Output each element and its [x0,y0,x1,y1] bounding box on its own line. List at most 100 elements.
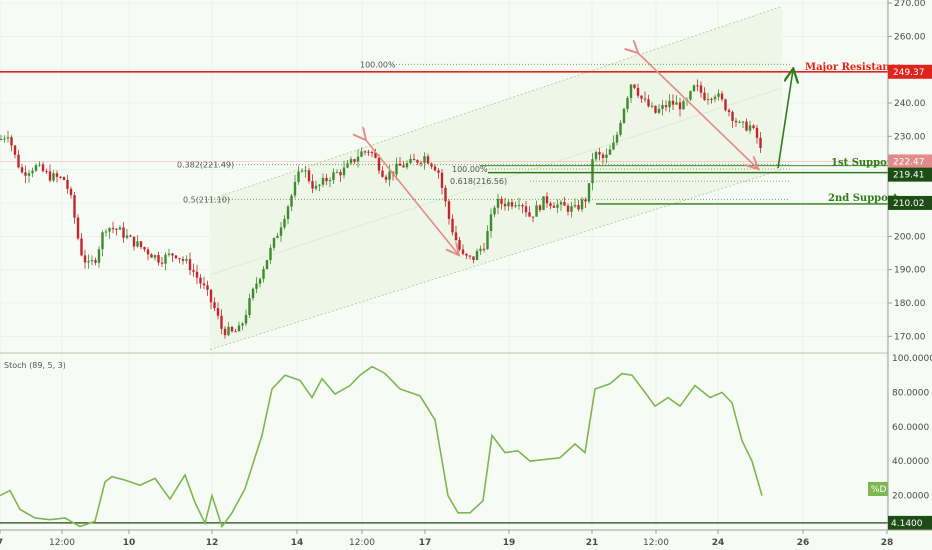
up-projection-arrow [777,70,793,169]
candle-body [276,235,279,238]
price-tick-label: 170.00 [894,332,926,342]
candle-body [654,105,657,113]
price-tick-label: 260.00 [894,32,926,42]
candle-body [535,205,538,217]
candle-body [584,199,587,202]
candle-body [38,164,41,166]
second-support-label: 2nd Support [828,193,898,204]
candle-body [80,238,83,256]
candle-body [591,159,594,184]
stoch-d-line [0,365,763,529]
candle-body [573,204,577,207]
candle-body [125,235,129,238]
candle-body [321,177,325,185]
candle-body [0,138,3,140]
candle-body [314,185,318,189]
candle-body [482,248,486,250]
candle-body [69,188,73,196]
time-tick-label: 12:00 [49,538,75,548]
current-price-tag: 222.47 [888,154,932,169]
candle-body [234,331,237,333]
candle-body [97,249,101,263]
svg-text:249.37: 249.37 [893,68,925,78]
candle-body [328,180,332,182]
candle-body [188,259,192,271]
candle-body [353,159,356,162]
candle-body [657,108,661,113]
candle-body [349,159,353,164]
candle-body [619,122,622,135]
candle-body [157,255,160,263]
candle-body [356,156,360,162]
candle-body [52,173,55,181]
candle-body [496,198,500,208]
stoch-legend-box [868,482,888,496]
candle-body [580,199,584,210]
candle-body [748,125,752,131]
candle-body [153,255,157,258]
candle-body [202,283,206,286]
candle-body [738,121,741,123]
candle-body [430,163,433,167]
candle-body [59,176,62,178]
candle-body [542,196,545,211]
candle-body [87,261,90,263]
candle-body [332,172,335,181]
candle-body [717,93,720,97]
candle-body [237,325,241,332]
candle-body [290,195,293,207]
candle-body [94,260,97,263]
candle-body [587,183,591,202]
candle-body [325,177,328,182]
candle-body [297,171,300,182]
candle-body [605,154,608,158]
candle-body [115,228,118,230]
candle-body [437,170,440,173]
candle-body [755,127,759,138]
candle-body [451,218,454,233]
resistance-price-tag: 249.37 [888,64,932,79]
candle-body [262,268,265,279]
candle-body [174,255,178,259]
candle-body [752,125,755,128]
candle-body [440,172,444,188]
candle-body [286,206,290,220]
candle-body [426,156,430,164]
candle-body [458,240,461,250]
stoch-title: Stoch (89, 5, 3) [4,361,66,370]
time-tick-label: 19 [503,538,516,548]
down-arrow-1 [365,139,458,254]
candle-body [293,181,297,196]
candle-body [45,171,48,173]
candle-body [31,170,34,174]
candle-body [475,251,479,260]
candle-body [388,171,391,180]
candle-body [675,102,678,105]
time-tick-label: 12:00 [349,538,375,548]
candle-body [62,177,66,180]
candle-body [598,152,601,155]
candle-body [178,258,181,260]
candle-body [108,228,111,232]
stoch-legend-label: %D [871,485,887,495]
candle-body [549,203,552,206]
candle-body [55,173,59,177]
candle-body [335,172,339,174]
candle-body [409,158,412,164]
candle-body [269,247,272,261]
price-tick-label: 190.00 [894,266,926,276]
candle-body [307,170,311,182]
candle-body [671,100,675,105]
candle-body [692,85,696,92]
candle-body [531,216,535,218]
candle-body [682,101,685,110]
time-tick-label: 28 [881,538,894,548]
candle-body [6,137,10,139]
candle-body [220,315,223,329]
candle-body [486,230,489,250]
candle-body [559,202,563,205]
candle-body [381,170,384,177]
candle-body [363,151,367,153]
